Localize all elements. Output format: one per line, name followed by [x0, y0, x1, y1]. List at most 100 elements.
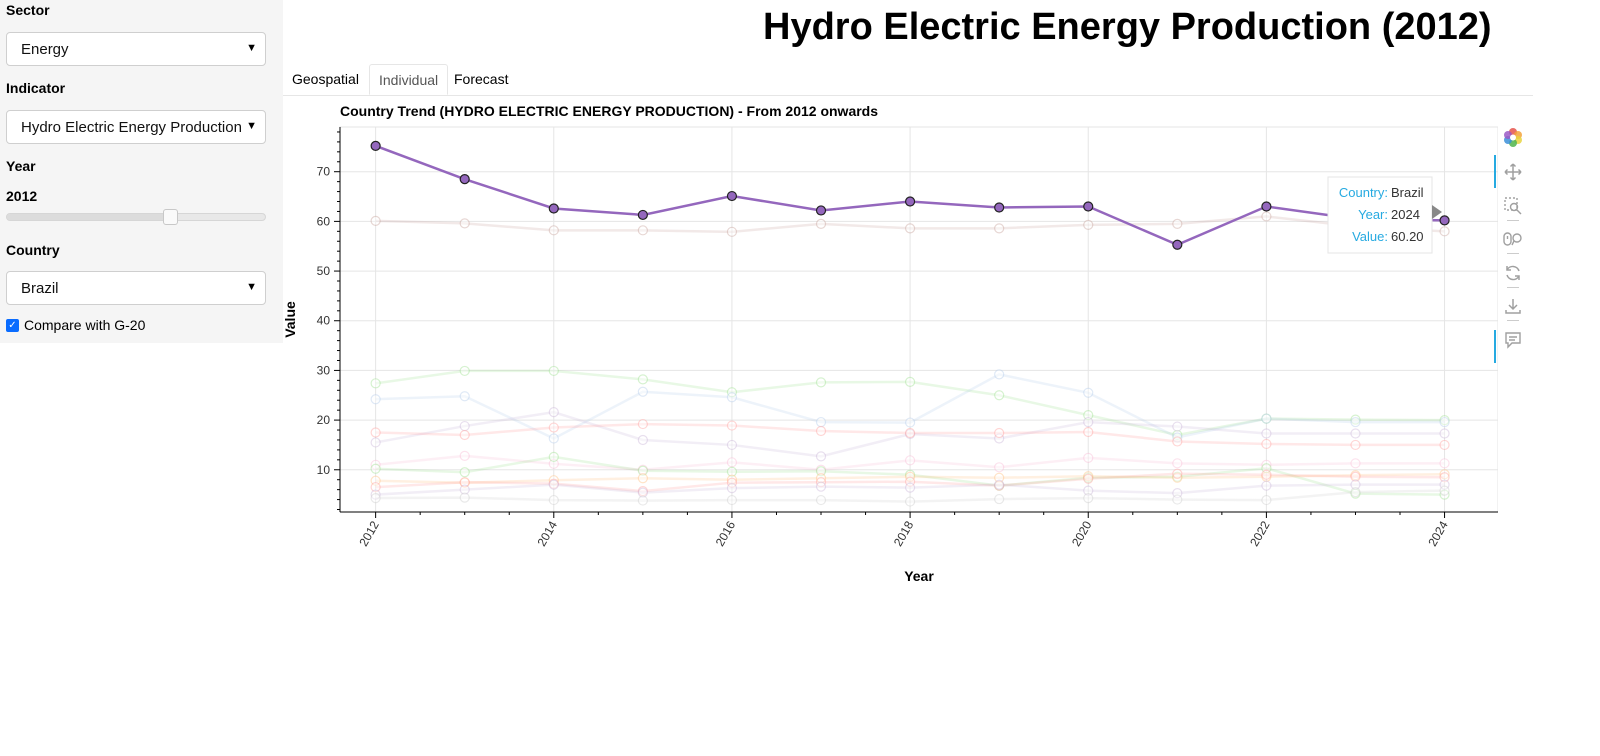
data-point — [548, 407, 559, 418]
data-point — [994, 480, 1005, 491]
box-zoom-icon[interactable] — [1502, 195, 1524, 217]
save-icon[interactable] — [1502, 295, 1524, 317]
data-point — [994, 493, 1005, 505]
data-point — [726, 494, 738, 506]
data-point — [726, 392, 738, 403]
country-select-value: Brazil — [21, 280, 59, 297]
y-tick-label: 10 — [317, 463, 331, 477]
series-line — [375, 483, 1445, 496]
data-point — [815, 477, 827, 488]
year-slider[interactable] — [6, 209, 266, 225]
data-point — [1261, 413, 1272, 424]
data-point — [1261, 494, 1272, 506]
data-point — [726, 474, 738, 485]
data-point — [1172, 472, 1183, 483]
country-select[interactable]: Brazil ▼ — [6, 271, 266, 305]
y-tick-label: 30 — [317, 363, 331, 377]
pan-icon[interactable] — [1502, 161, 1524, 183]
tab-individual[interactable]: Individual — [369, 64, 449, 95]
data-point — [1083, 485, 1094, 496]
data-point — [1350, 479, 1361, 490]
data-point — [637, 386, 648, 397]
data-point — [1083, 471, 1094, 482]
data-point — [1261, 463, 1272, 474]
data-point — [1261, 413, 1272, 424]
data-point — [548, 225, 559, 236]
data-point — [904, 455, 916, 466]
data-point — [1439, 472, 1450, 483]
data-point — [904, 417, 916, 428]
data-point — [1172, 436, 1183, 447]
data-point — [1172, 432, 1183, 443]
trend-chart[interactable]: 2012 2014 2016 2018 2020 2022 2024 10 20 30 40 50 60… — [283, 115, 1498, 595]
wheel-zoom-icon[interactable] — [1502, 228, 1524, 250]
data-point — [815, 205, 827, 216]
data-point — [459, 174, 470, 185]
indicator-select-value: Hydro Electric Energy Production — [21, 119, 242, 136]
bokeh-logo-icon[interactable] — [1502, 126, 1524, 148]
year-slider-handle[interactable] — [162, 209, 178, 225]
comparison-series — [370, 450, 1450, 475]
tab-geospatial[interactable]: Geospatial — [292, 71, 359, 87]
series-line — [375, 454, 1445, 472]
country-label: Country — [6, 242, 60, 258]
tab-forecast[interactable]: Forecast — [454, 71, 509, 87]
y-tick-label: 50 — [317, 264, 331, 278]
series-line — [375, 472, 1445, 484]
data-point — [1083, 387, 1094, 398]
data-point — [1172, 494, 1183, 505]
data-point — [815, 494, 827, 506]
data-point — [370, 427, 381, 438]
data-point — [637, 495, 648, 506]
data-point — [370, 140, 381, 151]
data-point — [815, 218, 827, 229]
pan-active-indicator — [1494, 155, 1496, 188]
comparison-series — [370, 468, 1450, 497]
data-point — [994, 433, 1005, 444]
data-point — [459, 429, 470, 441]
data-point — [459, 477, 470, 488]
data-point — [637, 464, 648, 475]
data-point — [1439, 479, 1450, 490]
x-tick-label: 2018 — [891, 518, 917, 548]
data-point — [726, 226, 738, 237]
comparison-series — [370, 485, 1450, 507]
data-point — [1439, 226, 1450, 237]
data-point — [726, 477, 738, 488]
sector-label: Sector — [6, 2, 50, 18]
x-tick-label: 2024 — [1425, 518, 1451, 548]
sector-select[interactable]: Energy ▼ — [6, 32, 266, 66]
data-point — [459, 467, 470, 478]
reset-icon[interactable] — [1502, 262, 1524, 284]
data-point — [1083, 472, 1094, 483]
plot-area — [339, 126, 1498, 513]
sector-select-value: Energy — [21, 41, 69, 58]
grid-lines — [340, 127, 1498, 512]
indicator-select[interactable]: Hydro Electric Energy Production ▼ — [6, 110, 266, 144]
compare-g20-checkbox[interactable]: ✓ — [6, 318, 19, 332]
data-point — [1350, 487, 1361, 498]
data-point — [1083, 219, 1094, 230]
chevron-down-icon: ▼ — [246, 42, 257, 54]
data-point — [459, 391, 470, 402]
data-point — [904, 196, 916, 207]
data-point — [815, 377, 827, 388]
series-line — [375, 369, 1445, 437]
data-point — [1172, 488, 1183, 499]
chevron-down-icon: ▼ — [246, 120, 257, 132]
data-point — [815, 464, 827, 475]
tab-bar: Geospatial Individual Forecast — [283, 64, 1533, 96]
hover-active-indicator — [1494, 330, 1496, 363]
data-point — [1261, 471, 1272, 482]
compare-g20-row[interactable]: ✓ Compare with G-20 — [6, 317, 145, 333]
data-point — [994, 462, 1005, 473]
data-point — [637, 473, 648, 484]
data-point — [994, 223, 1005, 234]
hover-icon[interactable] — [1502, 329, 1524, 351]
toolbar-separator — [1507, 220, 1519, 221]
toolbar-separator — [1507, 253, 1519, 254]
data-point — [815, 466, 827, 477]
data-point — [548, 203, 559, 214]
data-point — [1083, 426, 1094, 438]
data-point — [459, 492, 470, 503]
